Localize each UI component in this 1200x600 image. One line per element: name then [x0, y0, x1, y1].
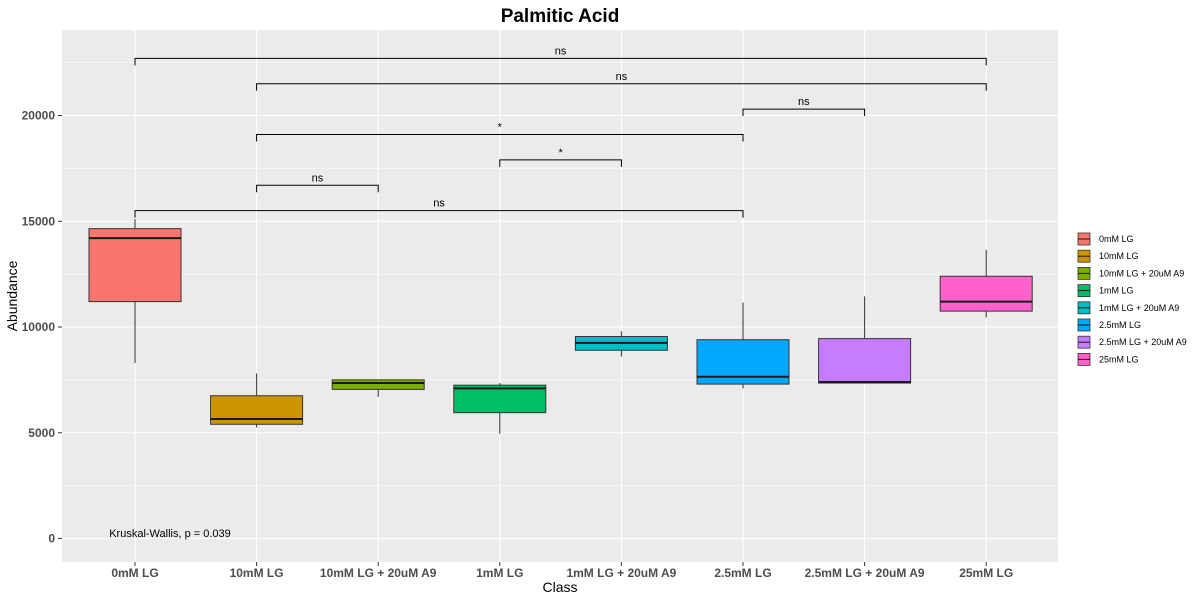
legend-item: 10mM LG + 20uM A9 — [1077, 266, 1184, 280]
box-iqr — [331, 379, 425, 390]
y-axis-title: Abundance — [4, 260, 20, 331]
significance-label: ns — [312, 172, 324, 184]
x-tick-label: 2.5mM LG — [714, 566, 771, 580]
box-25mm-lg — [939, 249, 1033, 318]
boxes — [88, 219, 1033, 434]
legend-item: 1mM LG + 20uM A9 — [1077, 301, 1179, 315]
y-tick-label: 5000 — [28, 426, 55, 440]
significance-bracket — [256, 83, 987, 91]
legend-item: 0mM LG — [1077, 232, 1134, 246]
legend-label: 2.5mM LG + 20uM A9 — [1099, 337, 1187, 347]
x-tick-label: 2.5mM LG + 20uM A9 — [805, 566, 925, 580]
legend-label: 1mM LG + 20uM A9 — [1099, 303, 1179, 313]
x-tick-label: 10mM LG + 20uM A9 — [320, 566, 437, 580]
box-iqr — [939, 275, 1033, 312]
legend-label: 2.5mM LG — [1099, 320, 1141, 330]
box-iqr — [453, 384, 547, 414]
x-tick-label: 1mM LG — [476, 566, 523, 580]
significance-label: ns — [798, 96, 810, 108]
legend-item: 25mM LG — [1077, 352, 1139, 366]
y-tick-label: 0 — [48, 532, 55, 546]
legend-label: 25mM LG — [1099, 354, 1139, 364]
panel-background — [62, 30, 1058, 562]
x-tick-label: 10mM LG — [230, 566, 284, 580]
axes: 0 5000 10000 15000 20000 0mM LG 10mM LG 10mM LG… — [22, 109, 1014, 581]
legend-label: 10mM LG + 20uM A9 — [1099, 268, 1184, 278]
legend-item: 10mM LG — [1077, 249, 1139, 263]
significance-label: ns — [616, 71, 628, 83]
box-0mm-lg — [88, 219, 182, 363]
box-iqr — [88, 228, 182, 303]
kruskal-wallis-annotation: Kruskal-Wallis, p = 0.039 — [109, 528, 231, 540]
significance-bracket — [134, 57, 987, 66]
legend-label: 1mM LG — [1099, 286, 1134, 296]
chart-title: Palmitic Acid — [501, 6, 620, 27]
y-tick-label: 20000 — [22, 109, 56, 123]
x-tick-label: 1mM LG + 20uM A9 — [566, 566, 676, 580]
significance-label: ns — [555, 45, 567, 57]
box-10mm-lg-20um-a9 — [331, 379, 425, 397]
legend-label: 10mM LG — [1099, 251, 1139, 261]
y-tick-label: 10000 — [22, 320, 56, 334]
x-tick-label: 25mM LG — [959, 566, 1013, 580]
box-2-5mm-lg — [696, 302, 790, 389]
significance-bracket — [134, 210, 744, 218]
significance-bracket — [256, 184, 379, 193]
significance-label: ns — [433, 198, 445, 210]
x-axis-title: Class — [542, 579, 577, 595]
box-2-5mm-lg-20um-a9 — [818, 296, 912, 384]
legend-item: 2.5mM LG + 20uM A9 — [1077, 335, 1187, 349]
significance-brackets: ns ns ns * * ns ns — [134, 45, 987, 218]
legend-item: 1mM LG — [1077, 284, 1134, 298]
y-tick-label: 15000 — [22, 214, 56, 228]
significance-bracket — [256, 134, 744, 142]
x-tick-label: 0mM LG — [111, 566, 158, 580]
box-1mm-lg — [453, 383, 547, 434]
box-iqr — [818, 338, 912, 384]
legend-item: 2.5mM LG — [1077, 318, 1141, 332]
significance-label: * — [558, 147, 563, 159]
significance-bracket — [499, 159, 622, 167]
legend-label: 0mM LG — [1099, 234, 1134, 244]
legend: 0mM LG 10mM LG 10mM LG + 20uM A9 1mM LG 1mM … — [1077, 232, 1187, 366]
significance-label: * — [498, 122, 503, 134]
box-iqr — [210, 395, 304, 425]
significance-bracket — [742, 108, 866, 117]
box-10mm-lg — [210, 373, 304, 428]
box-1mm-lg-20um-a9 — [574, 331, 668, 357]
